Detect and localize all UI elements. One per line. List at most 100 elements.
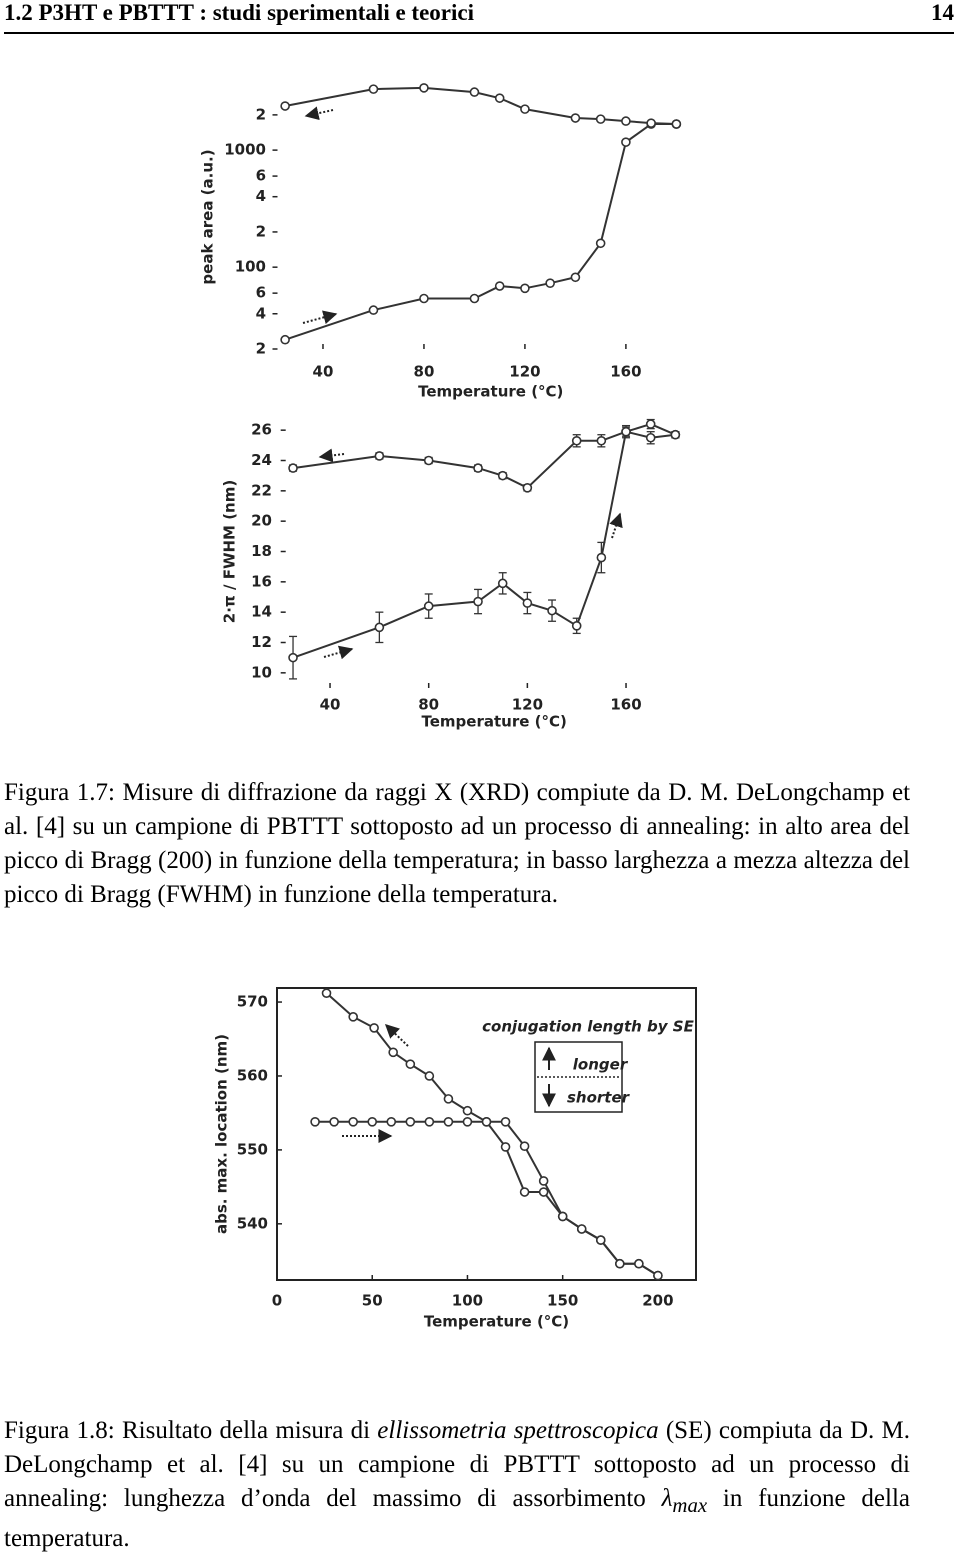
point — [348, 1117, 358, 1127]
point — [424, 1117, 435, 1127]
x-tick-label: 40 — [320, 696, 341, 714]
y-tick-label: 22 — [251, 481, 272, 499]
page-number: 14 — [931, 0, 954, 25]
point — [280, 101, 290, 111]
x-tick-label: 120 — [509, 363, 540, 381]
x-tick-label: 160 — [610, 696, 641, 714]
point — [621, 426, 631, 437]
point — [374, 451, 385, 461]
point — [500, 1142, 511, 1152]
caption-text: Misure di diffrazione da raggi X (XRD) c… — [4, 779, 911, 908]
point — [615, 1258, 625, 1269]
direction-arrows — [302, 106, 623, 1143]
point — [280, 334, 290, 345]
point — [288, 652, 298, 663]
point — [547, 605, 557, 616]
y-tick-label: 2 — [256, 105, 266, 123]
y-tick-label: 550 — [237, 1140, 268, 1158]
point — [545, 278, 555, 288]
y-tick-label: 6 — [256, 284, 266, 302]
point — [570, 113, 581, 123]
point — [419, 83, 429, 93]
point — [621, 137, 631, 147]
x-tick-label: 120 — [512, 696, 543, 714]
point — [646, 118, 656, 128]
point — [367, 1117, 378, 1127]
point — [595, 114, 606, 124]
y-tick-label: 540 — [237, 1214, 268, 1232]
point — [596, 435, 607, 446]
x-tick-label: 0 — [272, 1292, 282, 1310]
arrow — [609, 512, 623, 539]
point — [519, 1141, 530, 1151]
series-line — [284, 86, 677, 126]
point — [462, 1105, 473, 1116]
point — [634, 1258, 644, 1269]
point — [423, 455, 434, 466]
point — [423, 601, 434, 611]
point — [443, 1094, 454, 1104]
y-tick-label: 6 — [256, 167, 266, 185]
caption-label: Figura 1.8: — [4, 1417, 115, 1444]
point — [670, 429, 681, 440]
y-tick-label: 570 — [237, 993, 268, 1011]
x-tick-label: 50 — [362, 1292, 383, 1310]
y-tick-label: 14 — [251, 603, 272, 621]
x-axis-title: Temperature (°C) — [422, 713, 567, 731]
y-tick-label: 4 — [256, 187, 266, 205]
caption-text: Risultato della misura di — [121, 1417, 378, 1444]
point — [595, 238, 606, 249]
point — [348, 1012, 358, 1022]
y-axis-title: abs. max. location (nm) — [213, 1034, 231, 1234]
point — [419, 293, 429, 304]
point — [494, 93, 505, 103]
x-tick-label: 80 — [414, 363, 435, 381]
point — [519, 1187, 530, 1197]
y-tick-label: 26 — [251, 421, 272, 439]
point — [497, 470, 508, 481]
point — [310, 1117, 320, 1127]
x-axis-title: Temperature (°C) — [418, 383, 563, 401]
y-tick-label: 100 — [235, 258, 266, 276]
point — [469, 87, 480, 97]
y-tick-label: 2 — [256, 222, 266, 240]
point — [443, 1117, 454, 1127]
series-line — [292, 430, 676, 490]
x-tick-label: 80 — [418, 696, 439, 714]
point — [653, 1270, 663, 1281]
point — [469, 293, 480, 304]
annotation: shorter — [567, 1089, 631, 1107]
point — [329, 1117, 339, 1127]
point — [570, 272, 581, 283]
point — [473, 596, 483, 607]
y-tick-label: 2 — [256, 340, 266, 358]
point — [520, 283, 530, 294]
series-line — [284, 123, 677, 341]
point — [621, 116, 631, 126]
point — [522, 482, 533, 493]
caption-label: Figura 1.7: — [4, 779, 115, 806]
point — [576, 1224, 587, 1234]
point — [571, 621, 582, 631]
point — [473, 463, 483, 473]
point — [405, 1117, 416, 1127]
point — [374, 622, 385, 633]
y-tick-label: 1000 — [224, 141, 266, 159]
symbol: λ — [661, 1485, 673, 1512]
point — [645, 432, 656, 443]
arrow — [323, 645, 354, 660]
caption-emphasis: ellissometria spettroscopica — [377, 1417, 659, 1444]
point — [424, 1071, 435, 1081]
point — [462, 1117, 473, 1127]
point — [596, 552, 607, 563]
y-axis-title: 2·π / FWHM (nm) — [221, 480, 239, 623]
point — [595, 1235, 606, 1245]
point — [497, 578, 508, 589]
series-line — [325, 992, 659, 1277]
arrow — [304, 106, 334, 121]
point — [538, 1176, 549, 1186]
point — [500, 1117, 511, 1127]
point — [368, 84, 379, 94]
y-tick-label: 20 — [251, 512, 272, 530]
